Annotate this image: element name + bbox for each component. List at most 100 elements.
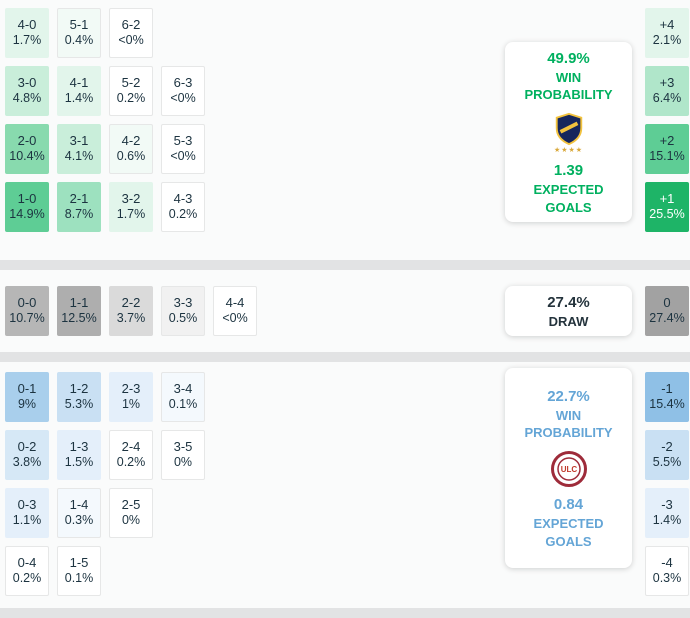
diff-pct: 0.3% <box>652 571 682 586</box>
score-row: 4-0 1.7% 5-1 0.4% 6-2 <0% <box>5 8 690 58</box>
score-cell-1-1: 1-1 12.5% <box>57 286 101 336</box>
diff-pct: 1.4% <box>652 513 682 528</box>
score-cell-3-0: 3-0 4.8% <box>5 66 49 116</box>
diff-cell-plus4: +4 2.1% <box>645 8 689 58</box>
diff-cell-plus2: +2 15.1% <box>645 124 689 174</box>
expected-label: EXPECTED <box>533 516 604 531</box>
score-cell-1-2: 1-2 5.3% <box>57 372 101 422</box>
score-cell-2-3: 2-3 1% <box>109 372 153 422</box>
score-label: 4-0 <box>17 17 37 33</box>
score-pct: 3.8% <box>12 455 42 470</box>
away-crest-icon: ULC <box>550 451 587 487</box>
score-label: 1-1 <box>69 295 89 311</box>
probability-label: PROBABILITY <box>524 87 613 103</box>
score-pct: 1.7% <box>12 33 42 48</box>
score-pct: 0.2% <box>168 207 198 222</box>
score-pct: 0.3% <box>64 513 94 528</box>
diff-label: +4 <box>659 17 675 33</box>
score-label: 4-2 <box>121 133 141 149</box>
score-label: 3-2 <box>121 191 141 207</box>
win-label: WIN <box>555 69 582 85</box>
diff-cell-minus1: -1 15.4% <box>645 372 689 422</box>
diff-label: +1 <box>659 191 675 207</box>
score-label: 6-2 <box>121 17 141 33</box>
diff-cell-minus2: -2 5.5% <box>645 430 689 480</box>
score-cell-4-0: 4-0 1.7% <box>5 8 49 58</box>
score-cell-4-1: 4-1 1.4% <box>57 66 101 116</box>
score-pct: 0.2% <box>116 455 146 470</box>
diff-label: -2 <box>661 439 673 455</box>
score-cell-3-5: 3-5 0% <box>161 430 205 480</box>
home-win-panel: 49.9% WIN PROBABILITY ★★★★ 1.39 EXPECTED… <box>505 42 632 222</box>
score-pct: 0% <box>173 455 193 470</box>
score-label: 3-5 <box>173 439 193 455</box>
score-cell-4-2: 4-2 0.6% <box>109 124 153 174</box>
score-cell-1-3: 1-3 1.5% <box>57 430 101 480</box>
score-cell-1-5: 1-5 0.1% <box>57 546 101 596</box>
home-win-section: 4-0 1.7% 5-1 0.4% 6-2 <0% 3-0 4.8% 4-1 1.4% 5… <box>0 0 690 260</box>
diff-pct: 27.4% <box>649 311 685 326</box>
score-cell-5-1: 5-1 0.4% <box>57 8 101 58</box>
score-cell-3-4: 3-4 0.1% <box>161 372 205 422</box>
score-row: 2-0 10.4% 3-1 4.1% 4-2 0.6% 5-3 <0% <box>5 124 690 174</box>
score-label: 0-3 <box>17 497 37 513</box>
score-label: 5-2 <box>121 75 141 91</box>
diff-cell-plus1: +1 25.5% <box>645 182 689 232</box>
diff-pct: 2.1% <box>652 33 682 48</box>
away-goal-diff-column: -1 15.4% -2 5.5% -3 1.4% -4 0.3% <box>645 372 689 596</box>
score-cell-1-0: 1-0 14.9% <box>5 182 49 232</box>
score-label: 2-1 <box>69 191 89 207</box>
draw-score-grid: 0-0 10.7% 1-1 12.5% 2-2 3.7% 3-3 0.5% 4-4 <0% <box>0 286 690 336</box>
home-expected-goals-value: 1.39 <box>553 162 584 179</box>
diff-cell-minus3: -3 1.4% <box>645 488 689 538</box>
score-label: 0-0 <box>17 295 37 311</box>
score-pct: 4.8% <box>12 91 42 106</box>
diff-label: 0 <box>663 295 671 311</box>
score-label: 4-3 <box>173 191 193 207</box>
score-pct: 4.1% <box>64 149 94 164</box>
score-row: 3-0 4.8% 4-1 1.4% 5-2 0.2% 6-3 <0% <box>5 66 690 116</box>
away-expected-goals-value: 0.84 <box>553 496 584 513</box>
goals-label: GOALS <box>545 199 592 215</box>
score-pct: 14.9% <box>9 207 45 222</box>
score-cell-6-2: 6-2 <0% <box>109 8 153 58</box>
score-cell-0-3: 0-3 1.1% <box>5 488 49 538</box>
section-divider <box>0 608 690 618</box>
score-pct: 1.7% <box>116 207 146 222</box>
score-label: 0-1 <box>17 381 37 397</box>
score-label: 1-0 <box>17 191 37 207</box>
score-cell-0-0: 0-0 10.7% <box>5 286 49 336</box>
win-label: WIN <box>555 407 582 423</box>
away-score-grid: 0-1 9% 1-2 5.3% 2-3 1% 3-4 0.1% 0-2 3.8% 1-3 1… <box>0 372 690 596</box>
diff-pct: 6.4% <box>652 91 682 106</box>
score-pct: <0% <box>118 33 144 48</box>
score-pct: 1.4% <box>64 91 94 106</box>
goals-label: GOALS <box>545 533 592 549</box>
diff-pct: 15.1% <box>649 149 685 164</box>
score-cell-4-3: 4-3 0.2% <box>161 182 205 232</box>
score-label: 4-1 <box>69 75 89 91</box>
score-cell-1-4: 1-4 0.3% <box>57 488 101 538</box>
score-pct: 5.3% <box>64 397 94 412</box>
score-pct: 0.1% <box>168 397 198 412</box>
diff-label: -3 <box>661 497 673 513</box>
score-label: 6-3 <box>173 75 193 91</box>
score-pct: 1.1% <box>12 513 42 528</box>
score-pct: 9% <box>17 397 37 412</box>
score-pct: 0.2% <box>12 571 42 586</box>
score-pct: 0.4% <box>64 33 94 48</box>
score-label: 3-4 <box>173 381 193 397</box>
score-cell-2-1: 2-1 8.7% <box>57 182 101 232</box>
diff-pct: 5.5% <box>652 455 682 470</box>
score-cell-2-5: 2-5 0% <box>109 488 153 538</box>
score-row: 0-0 10.7% 1-1 12.5% 2-2 3.7% 3-3 0.5% 4-4 <0% <box>5 286 690 336</box>
score-cell-2-0: 2-0 10.4% <box>5 124 49 174</box>
score-label: 2-0 <box>17 133 37 149</box>
score-pct: 0.6% <box>116 149 146 164</box>
score-cell-0-2: 0-2 3.8% <box>5 430 49 480</box>
score-label: 5-1 <box>69 17 89 33</box>
score-cell-2-2: 2-2 3.7% <box>109 286 153 336</box>
away-team-logo: ULC <box>550 450 588 488</box>
score-row: 0-1 9% 1-2 5.3% 2-3 1% 3-4 0.1% <box>5 372 690 422</box>
score-row: 0-4 0.2% 1-5 0.1% <box>5 546 690 596</box>
